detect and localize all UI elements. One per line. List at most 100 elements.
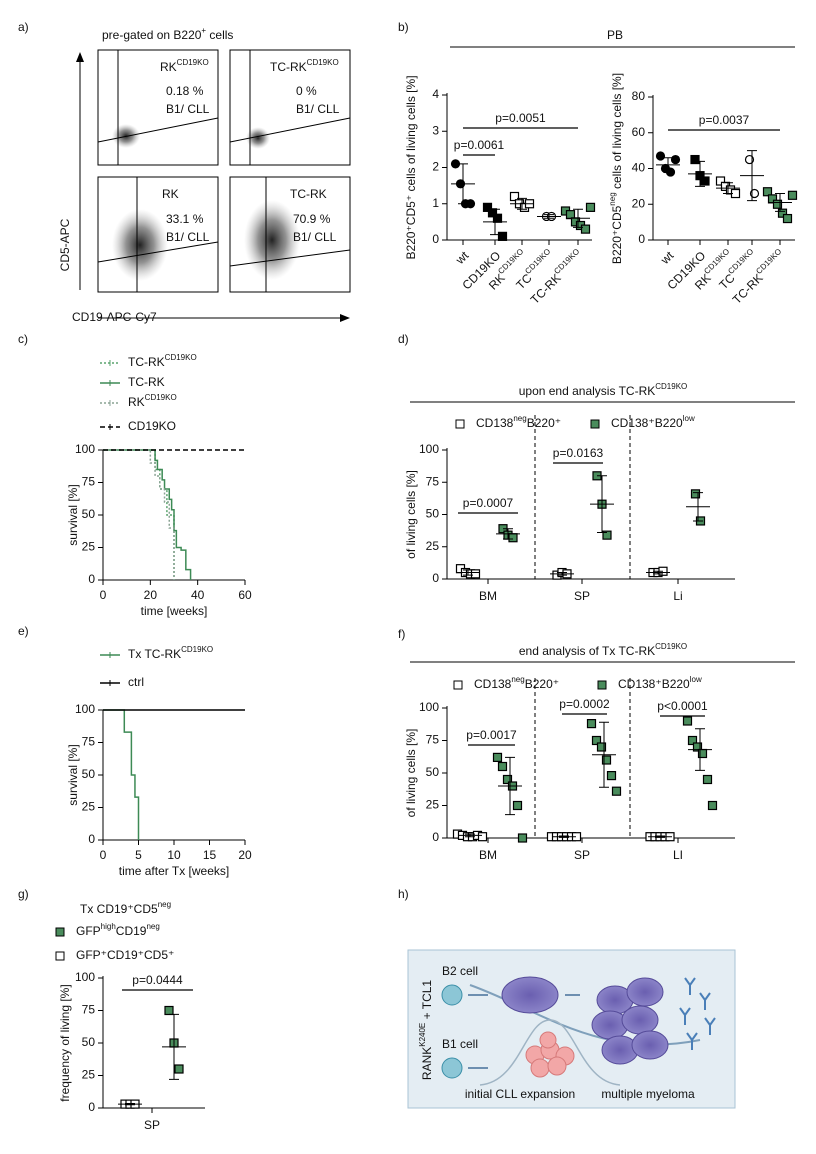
error-bar [465,833,475,838]
panel-label: g) [18,887,29,901]
x-tick-label: 60 [238,588,252,602]
cell-label: B2 cell [442,964,478,978]
text-part: end analysis of Tx TC-RK [519,644,655,658]
text-part: CD19KO [552,247,581,276]
x-tick-label: 5 [135,848,142,862]
p-value: p=0.0163 [553,446,604,460]
gate-label: B1/ CLL [166,102,210,116]
p-value: p=0.0444 [132,973,183,987]
schematic [407,949,736,1109]
survival-curve [103,709,140,840]
arrow-head [76,52,84,62]
data-point [787,190,798,200]
y-tick-label: 75 [82,475,96,489]
legend-label: CD138⁺B220low [611,414,695,430]
text-part: neg [158,900,171,909]
y-tick-label: 0 [432,571,439,585]
expansion-curve [479,1019,621,1086]
y-tick-label: 75 [82,735,96,749]
text-part: CD19KO [726,247,755,276]
x-tick-label: LI [673,848,683,862]
gate-percent: 70.9 % [293,212,331,226]
panel-label: d) [398,332,409,346]
plasma-cell-icon [501,976,559,1014]
panel-label: c) [18,332,28,346]
data-point [591,735,602,746]
legend-label: TC-RKCD19KO [128,353,197,369]
data-point [508,533,518,543]
error-bar [517,197,527,210]
data-point [690,489,701,499]
error-bar [653,570,663,575]
error-bar [544,214,554,219]
data-point [602,530,612,540]
legend-swatch [597,680,607,690]
error-bar [557,572,567,576]
x-tick-label: wt [657,248,677,268]
legend-label: CD138negB220⁺ [476,414,561,430]
gate-percent: 0.18 % [166,84,204,98]
y-tick-label: 0 [432,830,439,844]
y-tick-label: 20 [632,196,646,210]
error-bar [695,728,705,771]
data-point [777,208,788,218]
text-part: high [101,922,116,931]
data-point [502,774,513,785]
y-tick-label: 100 [75,442,95,456]
error-bar [463,569,473,576]
data-point [601,755,612,765]
text-part: TC-RK [128,355,165,369]
gate-label: B1/ CLL [296,102,340,116]
error-bar [747,150,757,202]
text-part: CD19KO [177,58,209,67]
gate-line [97,241,219,263]
error-bar [573,208,583,228]
text-part: CD19 [116,924,147,938]
x-tick-label: 0 [100,588,107,602]
p-value: p=0.0007 [463,496,514,510]
stage-label: multiple myeloma [601,1087,695,1101]
legend-swatch [55,927,65,937]
data-point [670,154,681,165]
text-part: CD19KO [655,642,687,651]
x-tick-label: SP [574,589,590,603]
flow-y-label: CD5-APC [58,218,72,271]
text-part: RK [160,60,177,74]
x-tick-label: TC-RKCD19KO [526,247,586,307]
data-point [497,761,508,772]
text-part: upon end analysis TC-RK [519,384,656,398]
y-tick-label: 0 [88,572,95,586]
y-tick-label: 50 [82,1035,96,1049]
error-bar [125,1102,135,1106]
legend-swatch [455,419,465,429]
data-point [164,1005,174,1016]
text-part: cells [206,28,233,42]
error-bar [490,208,500,236]
error-bar [695,160,705,187]
gate-name: TC-RK [290,187,327,201]
text-part: Tx CD19⁺CD5 [80,902,158,916]
density-cloud [112,209,168,281]
data-point [580,224,591,234]
gate-name: RK [162,187,179,201]
p-value: p=0.0051 [495,111,546,125]
text-part: Tx TC-RK [128,647,181,661]
gate-line [97,117,219,143]
data-point [682,716,693,726]
text-part: CD19KO [655,382,687,391]
myeloma-cluster [591,977,669,1065]
data-point [512,800,523,811]
x-tick-label: 0 [100,848,107,862]
y-tick-label: 0 [88,832,95,846]
y-tick-label: 50 [82,767,96,781]
text-part: low [690,675,702,684]
legend-swatch [453,680,463,690]
gate-label: B1/ CLL [293,230,337,244]
p-value: p=0.0037 [699,113,750,127]
y-tick-label: 100 [419,442,439,456]
data-point [509,191,520,202]
survival-curve [103,449,192,580]
gate-label: B1/ CLL [166,230,210,244]
text-part: CD19KO [165,353,197,362]
